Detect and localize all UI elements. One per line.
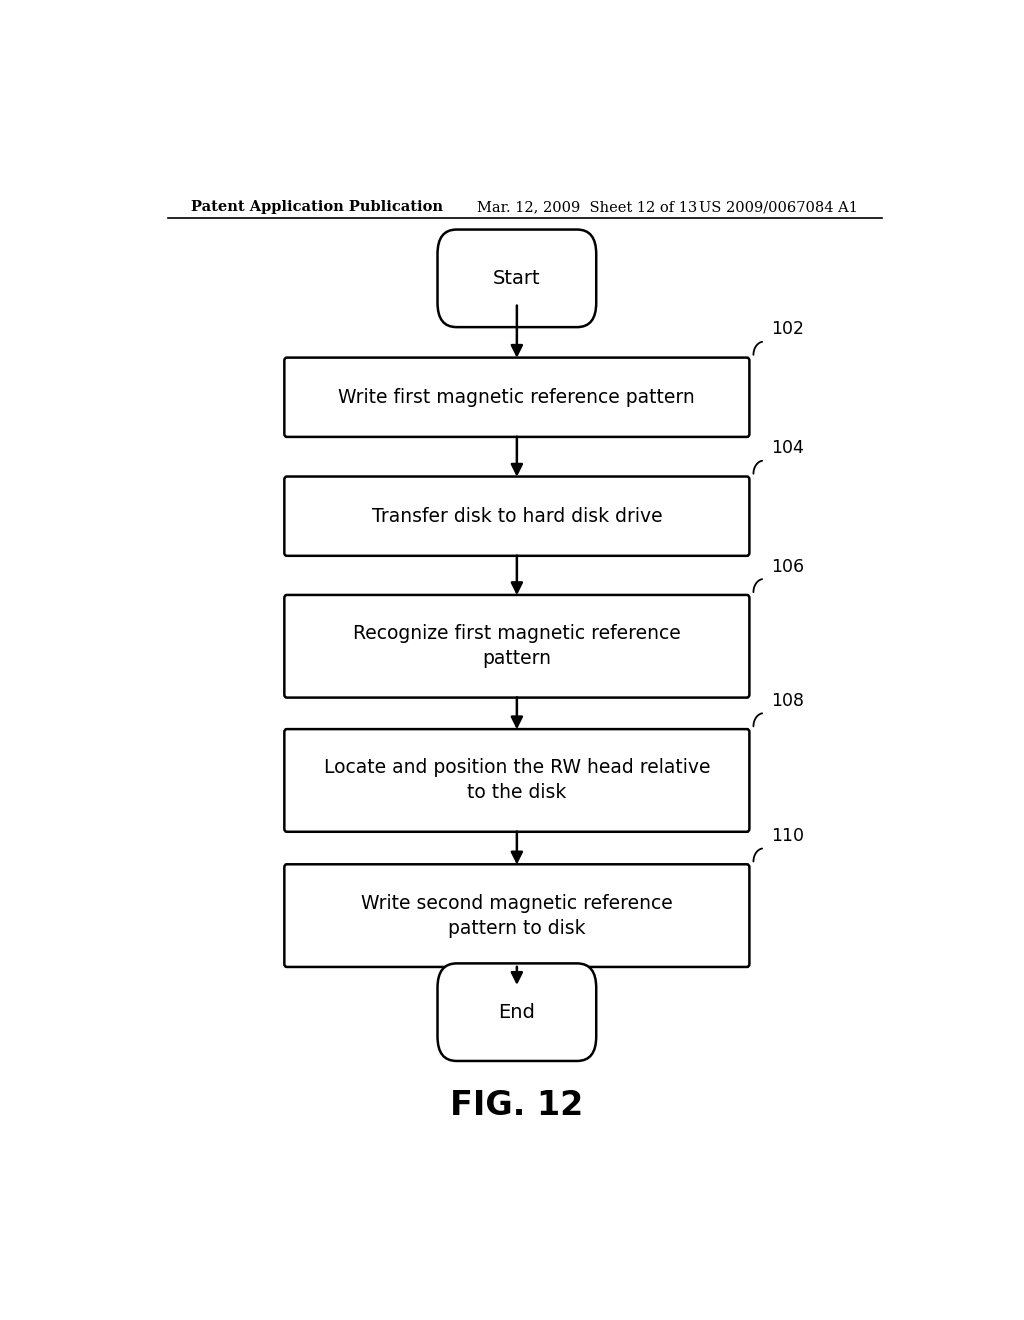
Text: FIG. 12: FIG. 12	[451, 1089, 584, 1122]
Text: 102: 102	[771, 321, 804, 338]
Text: Recognize first magnetic reference
pattern: Recognize first magnetic reference patte…	[353, 624, 681, 668]
Text: Patent Application Publication: Patent Application Publication	[191, 201, 443, 214]
Text: 110: 110	[771, 826, 804, 845]
FancyBboxPatch shape	[285, 358, 750, 437]
Text: US 2009/0067084 A1: US 2009/0067084 A1	[699, 201, 858, 214]
Text: Start: Start	[493, 269, 541, 288]
Text: Write first magnetic reference pattern: Write first magnetic reference pattern	[339, 388, 695, 407]
FancyBboxPatch shape	[437, 964, 596, 1061]
Text: Locate and position the RW head relative
to the disk: Locate and position the RW head relative…	[324, 759, 710, 803]
Text: Transfer disk to hard disk drive: Transfer disk to hard disk drive	[372, 507, 663, 525]
Text: Write second magnetic reference
pattern to disk: Write second magnetic reference pattern …	[361, 894, 673, 937]
Text: 108: 108	[771, 692, 804, 710]
FancyBboxPatch shape	[285, 477, 750, 556]
FancyBboxPatch shape	[437, 230, 596, 327]
FancyBboxPatch shape	[285, 729, 750, 832]
Text: 106: 106	[771, 557, 804, 576]
Text: End: End	[499, 1003, 536, 1022]
FancyBboxPatch shape	[285, 865, 750, 968]
FancyBboxPatch shape	[285, 595, 750, 697]
Text: Mar. 12, 2009  Sheet 12 of 13: Mar. 12, 2009 Sheet 12 of 13	[477, 201, 697, 214]
Text: 104: 104	[771, 440, 804, 457]
